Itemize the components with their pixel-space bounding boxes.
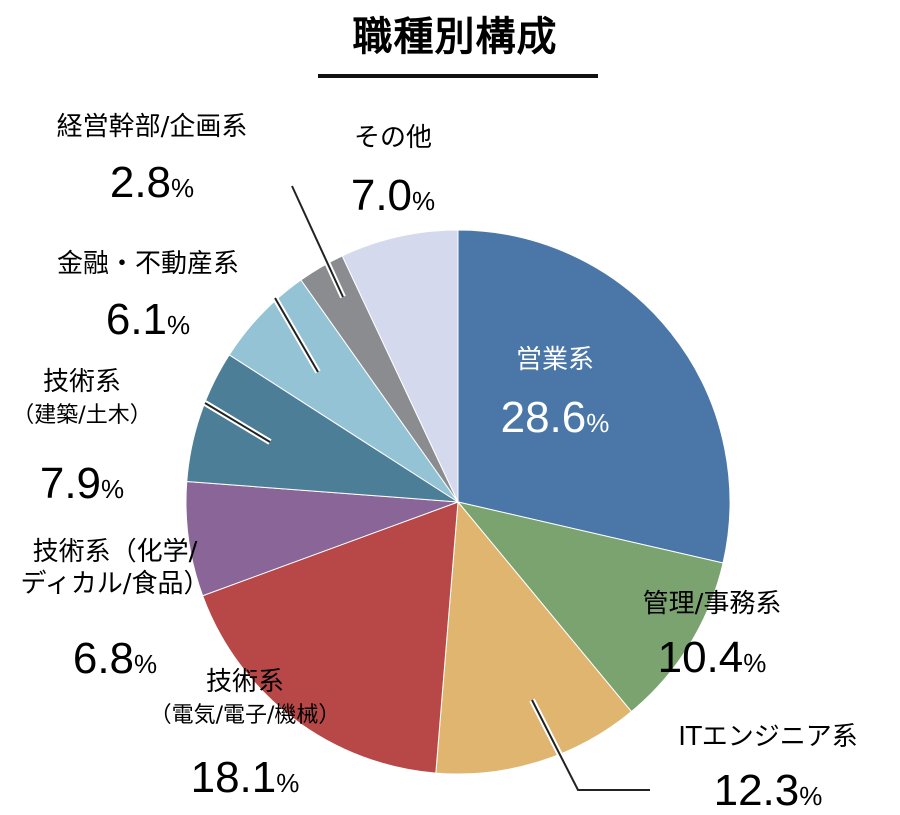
slice-6-leader-line xyxy=(274,297,319,373)
slice-3-name-label: 技術系 xyxy=(206,667,284,697)
slice-7-leader-line xyxy=(291,185,344,298)
slice-5-leader-line xyxy=(204,402,271,443)
slice-0-value-label: 28.6% xyxy=(501,393,610,442)
slice-0-wedge xyxy=(457,229,731,564)
slice-2-leader-line xyxy=(531,699,650,791)
slice-4-label-group: 技術系（化学/ディカル/食品） 6.8% xyxy=(21,537,210,683)
slice-8-wedge xyxy=(341,229,459,503)
slice-4-wedge xyxy=(185,480,459,597)
slice-2-wedge xyxy=(435,500,633,775)
leader-lines xyxy=(203,184,650,793)
slice-5-name-label: 技術系 xyxy=(43,367,121,397)
slice-7-name-label: 経営幹部/企画系 xyxy=(57,112,248,142)
slice-labels: 営業系 28.6% 管理/事務系 10.4% ITエンジニア系 12.3% 技術系 （電気/電… xyxy=(12,112,857,815)
slice-4-name-label: 技術系（化学/ xyxy=(33,537,198,567)
slice-2-name-label: ITエンジニア系 xyxy=(678,722,858,752)
slice-8-label-group: その他 7.0% xyxy=(351,123,435,220)
slice-0-label-group: 営業系 28.6% xyxy=(501,345,610,442)
slice-1-label-group: 管理/事務系 10.4% xyxy=(643,589,782,682)
slice-3-label-group: 技術系 （電気/電子/機械） 18.1% xyxy=(150,667,341,802)
slice-1-wedge xyxy=(456,501,724,713)
chart-title: 職種別構成 xyxy=(353,14,558,60)
slice-2-label-group: ITエンジニア系 12.3% xyxy=(678,722,858,815)
slice-5-label-group: 技術系 （建築/土木） 7.9% xyxy=(12,367,151,508)
slice-5-wedge xyxy=(186,354,459,503)
pie-slices xyxy=(185,229,731,775)
slice-8-value-label: 7.0% xyxy=(351,171,435,220)
slice-6-label-group: 金融・不動産系 6.1% xyxy=(57,249,239,344)
slice-3-name-label: （電気/電子/機械） xyxy=(150,703,341,728)
slice-4-name-label: ディカル/食品） xyxy=(21,569,210,599)
slice-7-label-group: 経営幹部/企画系 2.8% xyxy=(57,112,248,207)
slice-5-name-label: （建築/土木） xyxy=(12,403,151,428)
slice-0-name-label: 営業系 xyxy=(516,345,594,375)
slice-6-name-label: 金融・不動産系 xyxy=(57,249,239,279)
slice-4-value-label: 6.8% xyxy=(73,634,157,683)
slice-2-value-label: 12.3% xyxy=(714,766,823,815)
slice-3-value-label: 18.1% xyxy=(191,753,300,802)
slice-1-value-label: 10.4% xyxy=(658,633,767,682)
slice-6-value-label: 6.1% xyxy=(106,295,190,344)
slice-5-value-label: 7.9% xyxy=(40,459,124,508)
slice-3-wedge xyxy=(202,501,459,774)
slice-7-value-label: 2.8% xyxy=(110,158,194,207)
slice-1-name-label: 管理/事務系 xyxy=(643,589,782,619)
slice-8-name-label: その他 xyxy=(354,123,432,153)
